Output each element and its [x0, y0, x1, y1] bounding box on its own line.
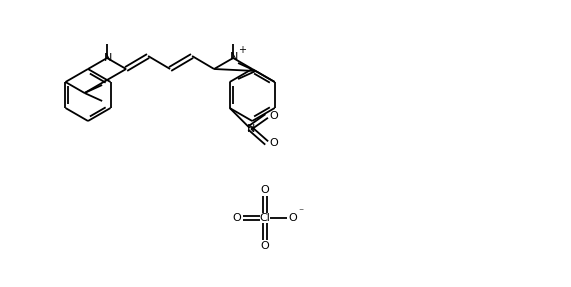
Text: +: +	[238, 45, 246, 55]
Text: ⁻: ⁻	[299, 207, 304, 217]
Text: N: N	[230, 52, 238, 62]
Text: N: N	[247, 124, 255, 134]
Text: O: O	[260, 185, 270, 195]
Text: O: O	[270, 138, 278, 148]
Text: O: O	[288, 213, 297, 223]
Text: O: O	[270, 111, 278, 121]
Text: O: O	[232, 213, 242, 223]
Text: Cl: Cl	[260, 213, 271, 223]
Text: N: N	[104, 53, 112, 63]
Text: O: O	[260, 241, 270, 251]
